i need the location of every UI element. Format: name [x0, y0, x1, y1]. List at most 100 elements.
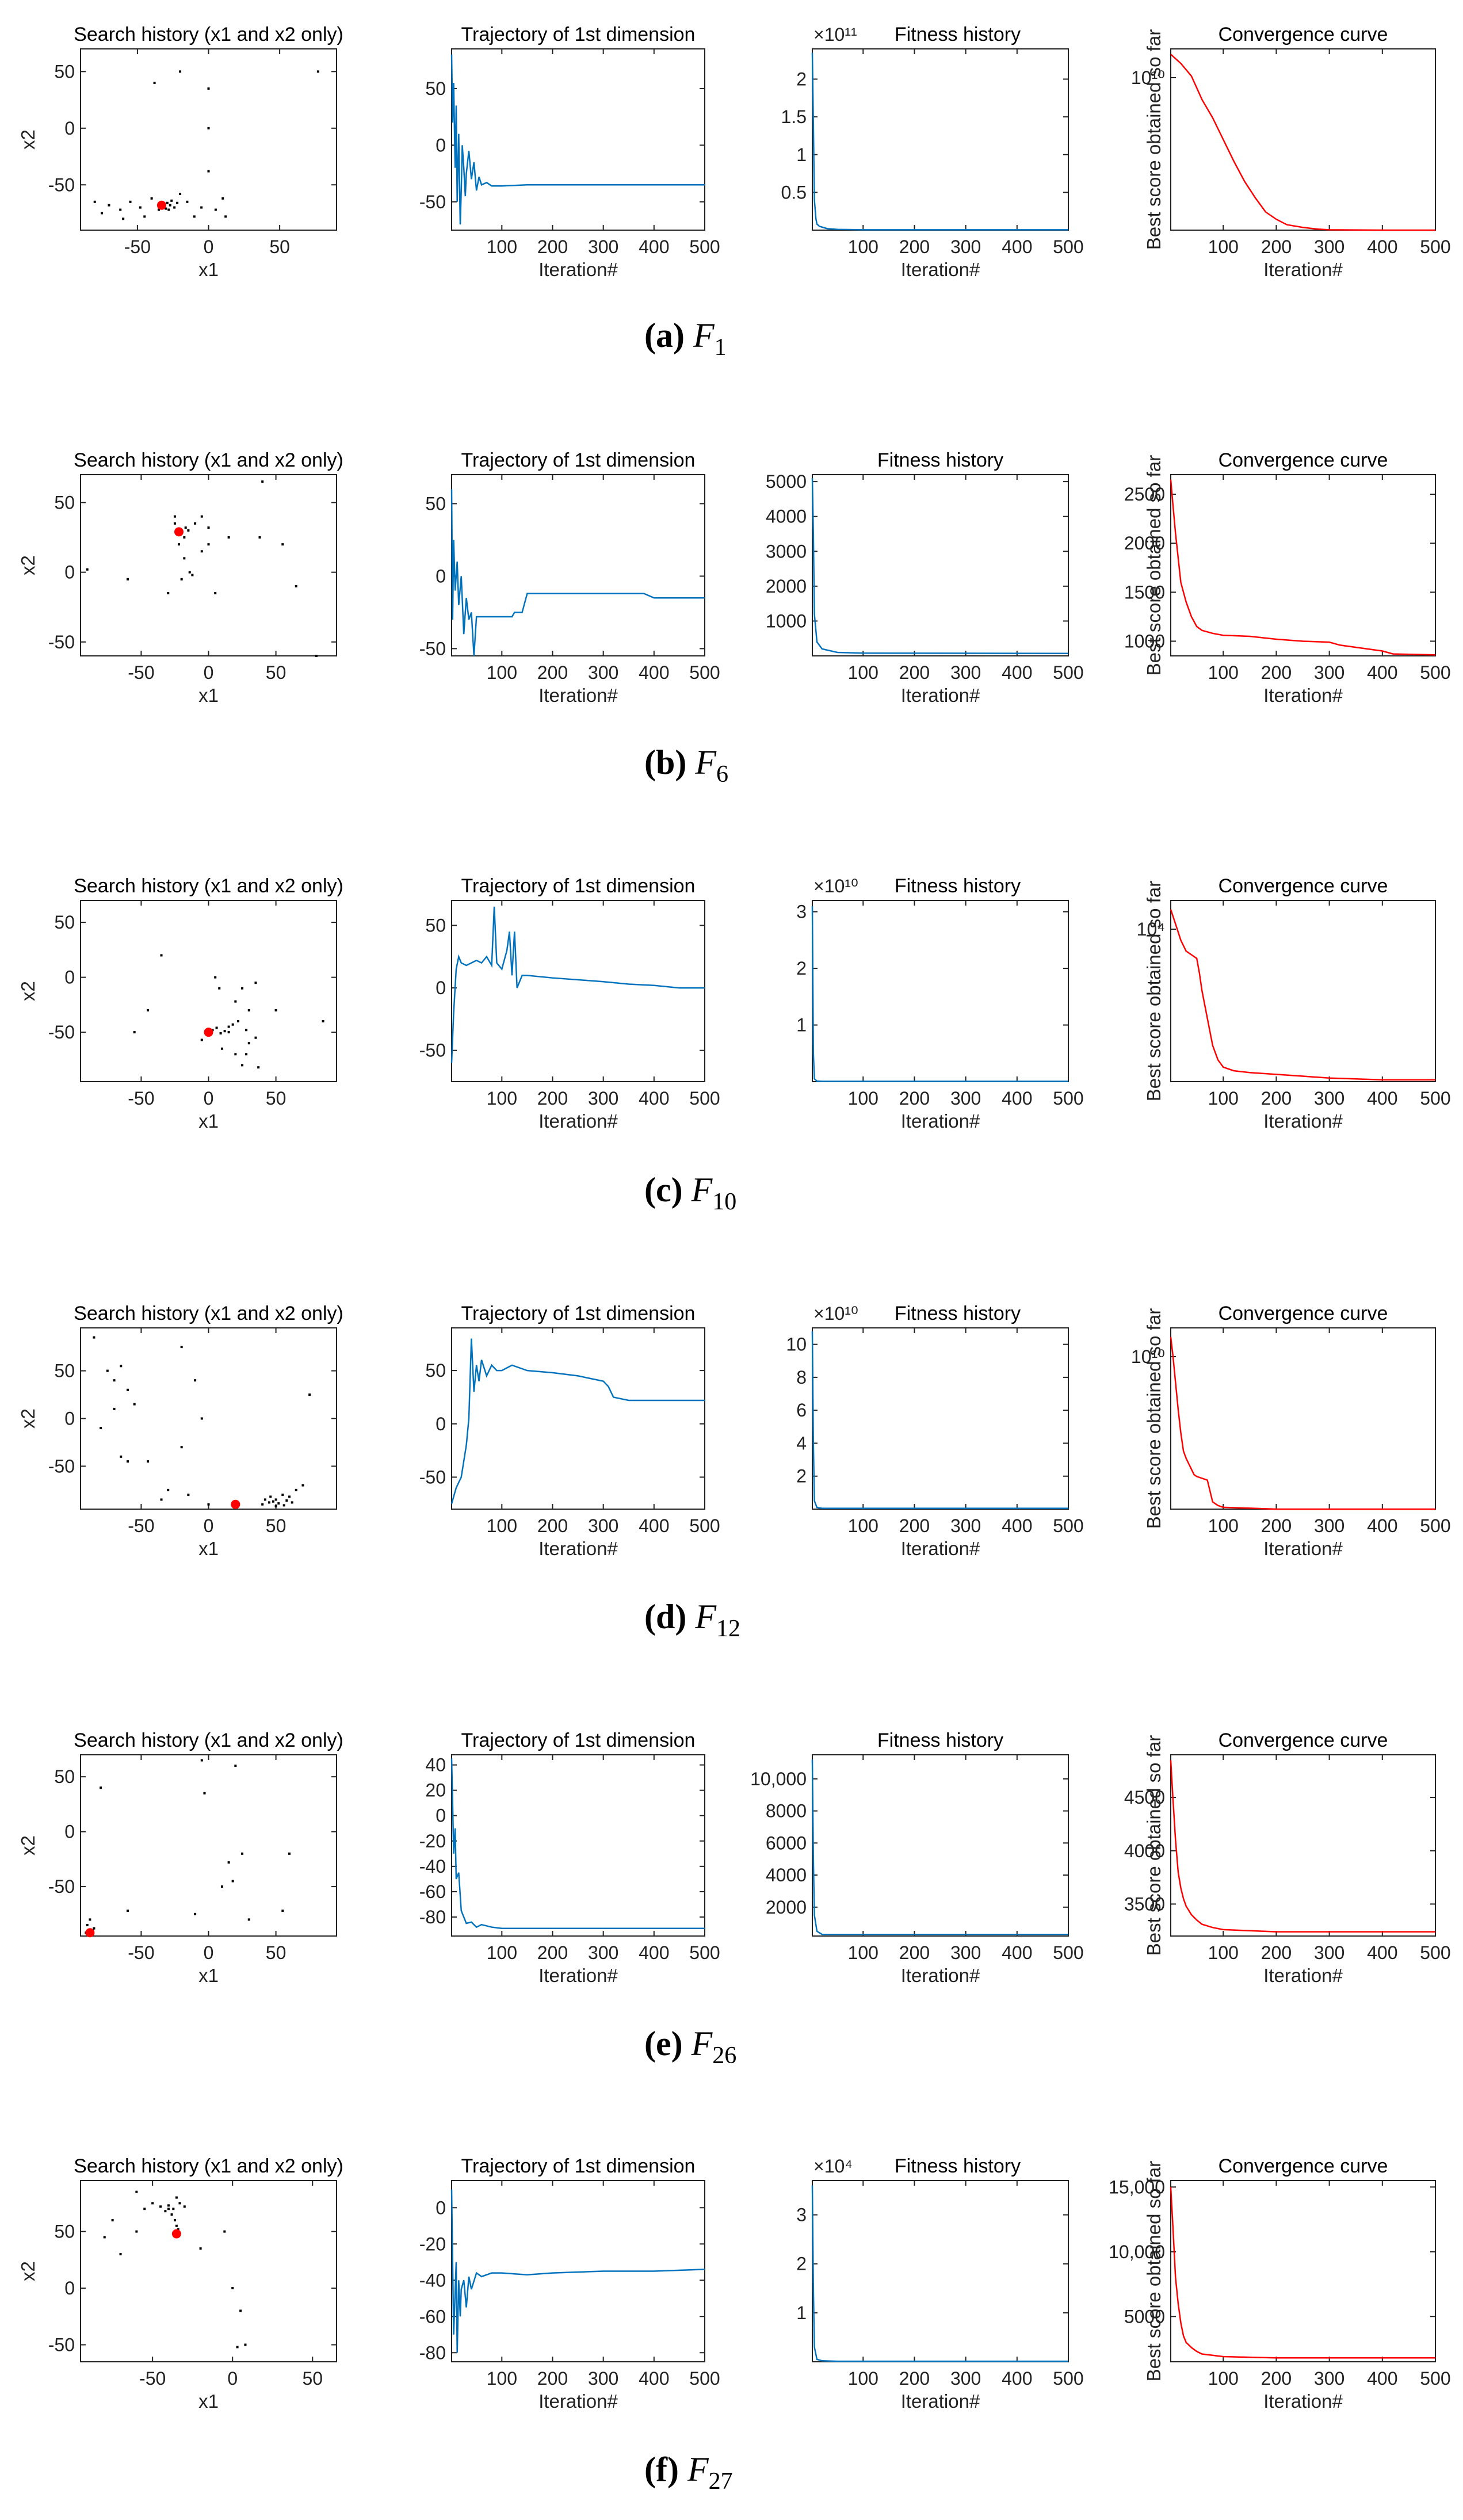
caption-letter: (c): [644, 1171, 692, 1209]
y-tick-label: 40: [425, 1755, 446, 1776]
search-point: [93, 200, 96, 203]
y-tick-label: 10⁴: [1137, 919, 1165, 940]
y-tick-label: 50: [54, 492, 75, 513]
plot-area: [80, 48, 337, 231]
x-tick-label: 100: [848, 236, 878, 257]
x-tick-label: 400: [1002, 1088, 1032, 1109]
search-point: [172, 2208, 175, 2210]
search-point: [100, 1786, 102, 1789]
search-point: [258, 536, 261, 539]
chart-a-2: Trajectory of 1st dimension 100 200 300 400 5…: [419, 24, 720, 280]
search-point: [183, 536, 186, 539]
x-tick-label: 300: [1314, 1088, 1344, 1109]
y-tick-label: 4500: [1124, 1787, 1165, 1808]
plot-area: [1170, 900, 1436, 1082]
x-tick-label: 500: [1420, 662, 1450, 683]
search-point: [180, 1346, 183, 1349]
plot-area: [451, 900, 705, 1082]
x-tick-label: 100: [1208, 1942, 1239, 1963]
plot-area: [812, 474, 1069, 656]
search-point: [322, 1020, 324, 1022]
search-point: [139, 206, 142, 209]
series-line: [811, 1331, 1068, 1509]
search-point: [269, 1495, 272, 1498]
chart-title: Fitness history: [895, 2155, 1021, 2177]
caption-function: F: [693, 316, 715, 354]
chart-f-1: Search history (x1 and x2 only) -50 0 50 50 0…: [17, 2155, 343, 2412]
y-tick-label: 2: [796, 1466, 807, 1487]
x-tick-label: 500: [1420, 1088, 1450, 1109]
search-point: [175, 2196, 178, 2199]
y-tick-label: 10¹⁰: [1131, 1346, 1165, 1367]
x-tick-label: -50: [128, 1088, 154, 1109]
chart-title: Fitness history: [877, 1729, 1003, 1751]
series-line: [450, 1338, 705, 1505]
y-tick-label: 8000: [766, 1801, 807, 1822]
search-point: [301, 1484, 304, 1487]
x-tick-label: 200: [899, 236, 930, 257]
x-tick-label: -50: [128, 1942, 154, 1963]
series-line: [1170, 1337, 1435, 1510]
search-point: [170, 199, 173, 202]
search-point: [188, 571, 191, 574]
caption-letter: (f): [644, 2450, 687, 2488]
y-tick-label: 0: [436, 2197, 446, 2218]
y-tick-label: 4000: [766, 506, 807, 527]
chart-title: Trajectory of 1st dimension: [461, 1303, 696, 1324]
x-tick-label: 200: [537, 1088, 568, 1109]
x-tick-label: 100: [487, 1515, 517, 1536]
plot-area: [80, 1754, 337, 1937]
search-point: [268, 1501, 270, 1504]
chart-a-3: ×10¹¹ Fitness history 100 200 300 400 500 2 1.5 1…: [781, 24, 1084, 280]
y-tick-label: 10: [786, 1334, 807, 1355]
plot-area: [451, 474, 705, 656]
y-tick-label: 1000: [1124, 631, 1165, 651]
search-point: [165, 207, 167, 210]
search-point: [247, 1009, 250, 1011]
panel-caption: (a) F1: [644, 316, 727, 361]
x-tick-label: 0: [204, 662, 214, 683]
x-tick-label: 200: [1261, 662, 1292, 683]
series-line: [1170, 909, 1435, 1081]
y-tick-label: 0: [436, 1414, 446, 1434]
search-point: [214, 976, 217, 979]
search-point: [178, 2202, 181, 2205]
search-point: [135, 2190, 138, 2193]
x-axis-label: Iteration#: [901, 2391, 980, 2412]
y-tick-label: 0: [64, 1822, 75, 1842]
y-tick-label: 4000: [766, 1865, 807, 1885]
caption-function: F: [687, 2450, 709, 2488]
y-tick-label: -50: [48, 1022, 75, 1043]
x-tick-label: 500: [1420, 2368, 1450, 2389]
x-tick-label: 50: [266, 662, 287, 683]
y-tick-label: -50: [48, 1876, 75, 1897]
x-tick-label: 300: [588, 1515, 618, 1536]
search-point: [119, 208, 122, 211]
x-tick-label: 300: [588, 2368, 618, 2389]
chart-e-4: Convergence curve 100 200 300 400 500 4500 4000…: [1124, 1729, 1451, 1986]
search-point: [191, 574, 194, 576]
y-axis-label: Best score obtained so far: [1143, 1735, 1164, 1956]
search-point: [237, 1020, 240, 1022]
series-line: [450, 906, 705, 1063]
best-point: [174, 527, 184, 537]
series-line: [811, 1759, 1068, 1935]
search-point: [308, 1393, 311, 1396]
x-axis-label: Iteration#: [538, 1110, 618, 1132]
search-point: [89, 1918, 91, 1921]
y-tick-label: 8: [796, 1367, 807, 1388]
caption-letter: (d): [644, 1598, 695, 1636]
search-point: [281, 1494, 284, 1496]
y-tick-label: 4000: [1124, 1841, 1165, 1861]
chart-a-4: Convergence curve 100 200 300 400 500 10¹⁰ Iter…: [1131, 24, 1451, 280]
y-tick-label: -50: [419, 1467, 446, 1487]
x-tick-label: 100: [1208, 662, 1239, 683]
chart-c-2: Trajectory of 1st dimension 100 200 300 400 5…: [419, 875, 720, 1132]
search-point: [207, 170, 210, 173]
chart-title: Convergence curve: [1218, 449, 1388, 471]
x-tick-label: 200: [1261, 1088, 1292, 1109]
axis-multiplier: ×10¹¹: [813, 24, 857, 45]
x-tick-label: 500: [1420, 236, 1450, 257]
search-point: [86, 1923, 89, 1926]
y-axis-label: x2: [17, 129, 39, 150]
